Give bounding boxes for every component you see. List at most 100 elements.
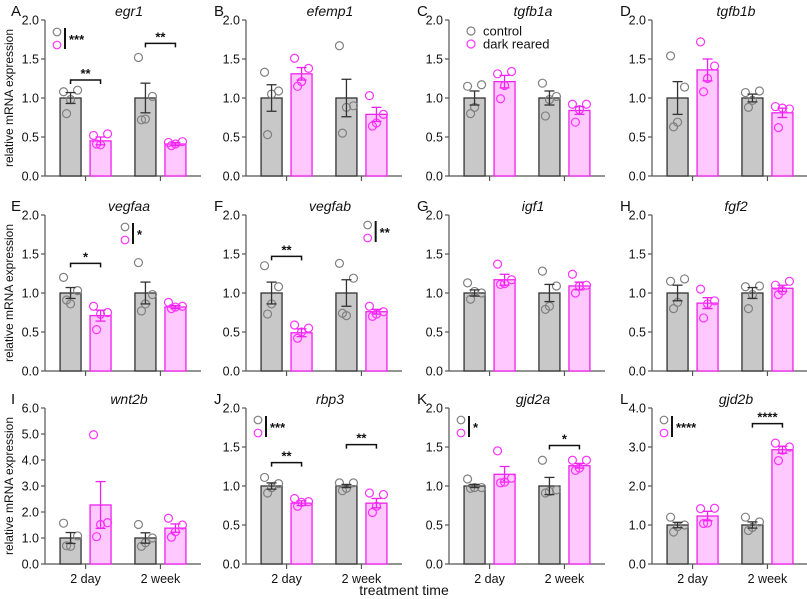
gene-title: gjd2b <box>719 391 753 407</box>
data-point <box>465 108 476 119</box>
y-tick-label: 0.0 <box>629 365 646 379</box>
gene-title: egr1 <box>115 3 143 19</box>
data-point <box>537 78 548 88</box>
bar-dark-reared <box>696 302 719 372</box>
y-tick-label: 0.0 <box>629 170 646 184</box>
gene-title: tgfb1a <box>514 3 553 19</box>
data-point <box>476 288 487 298</box>
significance-bracket <box>548 444 581 450</box>
y-tick-label: 0.5 <box>426 131 443 145</box>
data-point <box>698 87 709 97</box>
bar-control <box>463 485 486 565</box>
y-tick-label: 2.0 <box>426 14 443 28</box>
interaction-significance: * <box>473 420 479 435</box>
data-point <box>743 102 754 112</box>
significance-bracket <box>270 461 303 467</box>
x-tick-label: 2 day <box>70 572 101 586</box>
data-point <box>337 128 348 138</box>
data-point <box>540 304 551 314</box>
bar-control <box>666 292 689 372</box>
y-tick-label: 1.0 <box>223 287 240 301</box>
y-tick-label: 0.5 <box>223 131 240 145</box>
data-point <box>695 37 706 47</box>
data-point <box>88 301 99 311</box>
bar-dark-reared <box>771 287 794 372</box>
data-point <box>133 52 144 63</box>
y-tick-label: 0.5 <box>223 326 240 340</box>
data-point <box>292 333 303 343</box>
gene-title: igf1 <box>522 198 545 214</box>
data-point <box>102 518 113 528</box>
bar-control <box>134 292 157 372</box>
data-point <box>292 501 303 511</box>
x-tick-label: 2 day <box>677 572 708 586</box>
y-tick-label: 6.0 <box>22 402 39 416</box>
legend-dark-icon <box>52 40 62 50</box>
legend-dark-icon <box>120 235 130 245</box>
bar-dark-reared <box>493 473 516 565</box>
legend-dark-icon <box>659 428 669 438</box>
significance-bracket <box>270 255 303 261</box>
data-point <box>72 85 83 95</box>
gene-title: tgfb1b <box>717 3 756 19</box>
legend-marker <box>466 26 476 36</box>
data-point <box>784 276 795 286</box>
data-point <box>506 66 517 77</box>
gene-title: fgf2 <box>724 198 748 214</box>
data-point <box>61 108 72 119</box>
data-point <box>784 104 795 114</box>
data-point <box>492 259 503 269</box>
data-point <box>695 284 706 294</box>
significance-label: ** <box>356 431 367 446</box>
significance-label: **** <box>757 410 778 425</box>
panel-letter: J <box>214 391 222 408</box>
data-point <box>740 282 751 292</box>
data-point <box>170 139 181 149</box>
y-axis-label: relative mRNA expression <box>2 417 16 555</box>
y-tick-label: 1.0 <box>426 92 443 106</box>
legend-control-icon <box>659 415 669 425</box>
data-point <box>337 308 348 318</box>
y-tick-label: 2.0 <box>426 402 443 416</box>
y-tick-label: 2.0 <box>22 14 39 28</box>
data-point <box>72 531 83 541</box>
y-tick-label: 1.0 <box>223 480 240 494</box>
data-point <box>72 286 83 296</box>
y-tick-label: 1.5 <box>223 441 240 455</box>
data-point <box>289 53 300 63</box>
x-tick-label: 2 week <box>545 572 585 586</box>
y-tick-label: 2.0 <box>629 209 646 223</box>
significance-bracket <box>69 79 102 85</box>
y-tick-label: 5.0 <box>22 428 39 442</box>
bar-dark-reared <box>164 306 187 372</box>
data-point <box>58 272 69 282</box>
significance-bracket <box>69 262 102 268</box>
data-point <box>136 541 147 551</box>
data-point <box>551 281 562 291</box>
panel-letter: H <box>620 198 631 215</box>
y-tick-label: 2.0 <box>223 209 240 223</box>
data-point <box>581 99 592 109</box>
data-point <box>289 320 300 330</box>
data-point <box>679 82 690 92</box>
data-point <box>668 304 679 314</box>
significance-bracket <box>345 443 378 449</box>
data-point <box>570 465 581 475</box>
data-point <box>334 41 345 51</box>
y-tick-label: 1.0 <box>22 287 39 301</box>
data-point <box>770 101 781 112</box>
y-tick-label: 0.5 <box>426 519 443 533</box>
data-point <box>679 274 690 284</box>
y-tick-label: 2.0 <box>223 14 240 28</box>
data-point <box>567 455 578 465</box>
data-point <box>136 306 147 316</box>
y-tick-label: 1.5 <box>426 53 443 67</box>
bar-control <box>538 97 561 177</box>
significance-label: * <box>562 431 568 446</box>
data-point <box>740 87 751 98</box>
